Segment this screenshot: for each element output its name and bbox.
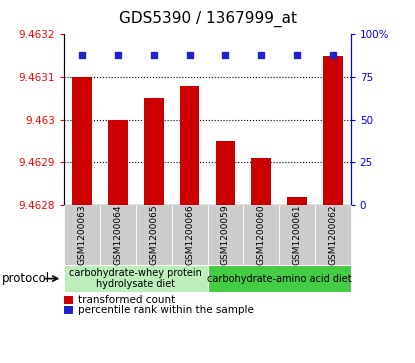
Text: carbohydrate-amino acid diet: carbohydrate-amino acid diet [207, 274, 352, 284]
Text: GSM1200065: GSM1200065 [149, 205, 158, 265]
Bar [287, 196, 307, 205]
Text: GSM1200063: GSM1200063 [78, 205, 87, 265]
Bar [251, 158, 271, 205]
Text: GSM1200060: GSM1200060 [257, 205, 266, 265]
Text: GDS5390 / 1367999_at: GDS5390 / 1367999_at [119, 11, 296, 27]
Bar [215, 141, 235, 205]
Text: GSM1200064: GSM1200064 [114, 205, 122, 265]
Text: percentile rank within the sample: percentile rank within the sample [78, 305, 254, 315]
Text: GSM1200066: GSM1200066 [185, 205, 194, 265]
Bar [180, 86, 200, 205]
Text: transformed count: transformed count [78, 295, 175, 305]
Text: carbohydrate-whey protein
hydrolysate diet: carbohydrate-whey protein hydrolysate di… [69, 268, 203, 289]
Bar [144, 98, 164, 205]
Text: GSM1200061: GSM1200061 [293, 205, 301, 265]
Bar [323, 56, 343, 205]
Text: GSM1200062: GSM1200062 [328, 205, 337, 265]
Text: protocol: protocol [2, 272, 50, 285]
Bar [108, 120, 128, 205]
Bar [72, 77, 92, 205]
Text: GSM1200059: GSM1200059 [221, 205, 230, 265]
